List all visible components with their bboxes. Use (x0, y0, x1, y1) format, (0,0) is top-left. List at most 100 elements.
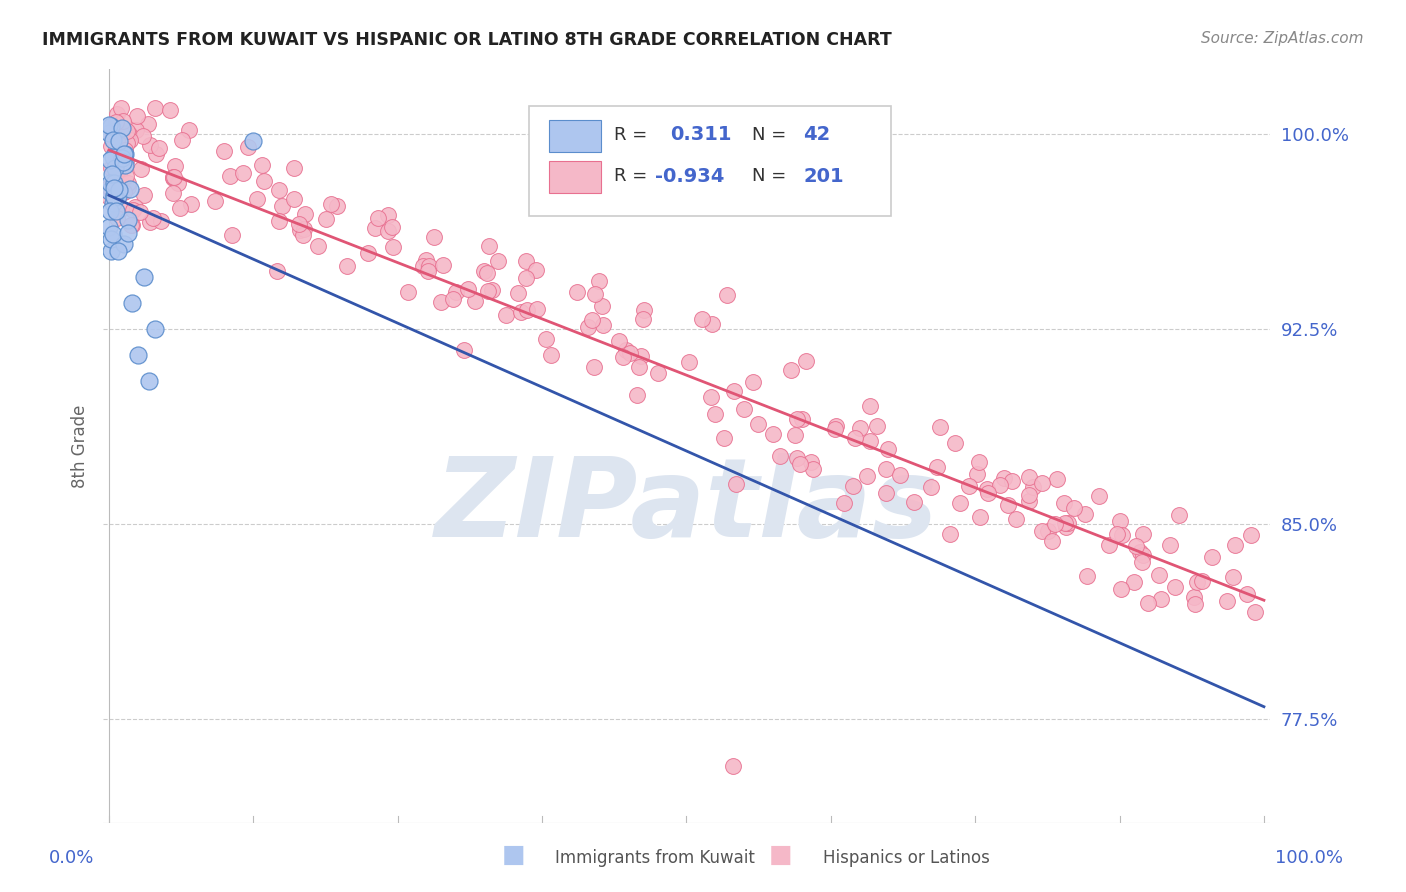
Point (127, 348, 149, 362)
Point (112, 142, 135, 156)
Point (104, 175, 127, 189)
Point (159, 103, 181, 117)
Point (105, 166, 128, 180)
Point (1225, 538, 1247, 552)
Point (138, 138, 160, 153)
Text: 100.0%: 100.0% (1275, 849, 1343, 867)
Point (114, 126, 136, 140)
Point (238, 139, 260, 153)
Point (1244, 605, 1267, 619)
Point (114, 144, 136, 158)
Point (101, 133, 124, 147)
Point (724, 477, 747, 491)
Point (118, 133, 141, 147)
Point (1054, 520, 1077, 534)
Point (723, 384, 745, 398)
Point (786, 412, 808, 426)
Point (143, 322, 166, 336)
Point (105, 150, 128, 164)
Point (166, 177, 188, 191)
Point (789, 457, 811, 471)
Point (841, 479, 863, 493)
Point (576, 319, 599, 334)
Point (903, 495, 925, 509)
Point (486, 254, 509, 268)
Point (415, 253, 437, 268)
Point (105, 133, 128, 147)
Point (825, 419, 848, 434)
Point (177, 123, 200, 137)
Point (510, 305, 533, 319)
Point (534, 332, 557, 346)
Point (783, 427, 806, 442)
Point (1046, 472, 1069, 486)
Point (515, 253, 537, 268)
Point (423, 230, 446, 244)
Point (920, 480, 942, 494)
Text: IMMIGRANTS FROM KUWAIT VS HISPANIC OR LATINO 8TH GRADE CORRELATION CHART: IMMIGRANTS FROM KUWAIT VS HISPANIC OR LA… (42, 31, 891, 49)
Point (163, 169, 186, 184)
Point (294, 207, 316, 221)
Point (267, 214, 290, 228)
Point (124, 200, 146, 214)
Point (283, 192, 305, 206)
Point (129, 161, 152, 176)
Point (1201, 550, 1223, 565)
Point (357, 246, 380, 260)
Point (800, 455, 823, 469)
Point (288, 222, 311, 236)
Point (1125, 539, 1147, 553)
Point (516, 303, 538, 318)
Point (132, 129, 155, 144)
Point (690, 311, 713, 326)
Point (105, 211, 128, 226)
Point (367, 211, 389, 226)
Point (1018, 469, 1040, 483)
Point (105, 107, 128, 121)
Point (115, 153, 138, 168)
Point (162, 170, 184, 185)
Point (526, 302, 548, 317)
Point (824, 422, 846, 436)
Point (790, 412, 813, 426)
Point (432, 259, 454, 273)
Point (105, 130, 128, 145)
Point (139, 215, 162, 229)
Point (966, 467, 988, 481)
Point (957, 479, 980, 493)
Point (939, 527, 962, 541)
Point (1191, 574, 1213, 589)
Point (472, 264, 495, 278)
Point (100, 176, 122, 190)
Point (1168, 508, 1191, 523)
Point (117, 176, 139, 190)
Point (457, 282, 479, 296)
Point (107, 153, 129, 167)
Point (100, 244, 122, 258)
Point (111, 176, 134, 190)
Point (172, 133, 194, 147)
Point (478, 239, 501, 253)
Point (98, 189, 121, 203)
Point (481, 283, 503, 297)
Point (540, 348, 562, 362)
Point (103, 188, 125, 202)
Bar (548, 161, 602, 193)
Point (619, 345, 641, 359)
Point (949, 496, 972, 510)
FancyBboxPatch shape (529, 106, 890, 216)
Point (105, 114, 128, 128)
Point (250, 158, 273, 172)
Point (412, 259, 434, 273)
Point (114, 145, 136, 160)
Point (1129, 545, 1152, 559)
Point (104, 203, 127, 218)
Point (221, 227, 243, 242)
Point (382, 240, 405, 254)
Point (108, 161, 131, 176)
Point (1150, 592, 1173, 607)
Point (112, 236, 135, 251)
Point (307, 238, 329, 252)
Point (242, 135, 264, 149)
Point (111, 120, 134, 135)
